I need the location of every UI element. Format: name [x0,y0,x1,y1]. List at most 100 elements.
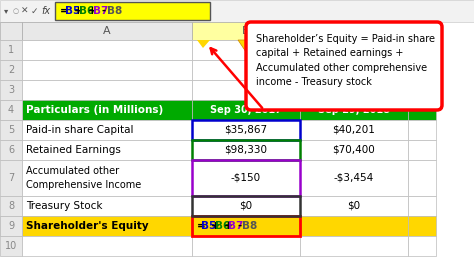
Text: =: = [197,221,206,231]
Text: $98,330: $98,330 [225,145,267,155]
Text: $0: $0 [347,201,361,211]
Bar [192,140,300,160]
Bar [192,196,300,216]
Text: ○: ○ [13,8,19,14]
Bar [408,60,436,80]
Bar [192,216,300,236]
Bar [408,80,436,100]
Bar [192,160,300,196]
Bar [192,80,300,100]
Bar [55,2,210,20]
Bar [22,120,192,140]
Bar [408,236,436,256]
Text: Shareholder's Equity: Shareholder's Equity [26,221,149,231]
Bar [0,236,22,256]
Text: B: B [242,26,250,36]
Text: Particulars (in Millions): Particulars (in Millions) [26,105,163,115]
Text: fx: fx [41,6,51,16]
Text: 10: 10 [5,241,17,251]
Bar [192,196,300,216]
Bar [0,120,22,140]
Bar [408,196,436,216]
Text: B6: B6 [79,6,94,16]
Text: =: = [60,6,69,16]
Bar [300,140,408,160]
Text: 2: 2 [8,65,14,75]
Text: 4: 4 [8,105,14,115]
Text: -$150: -$150 [231,173,261,183]
Text: -: - [102,6,106,16]
Text: 7: 7 [8,173,14,183]
Bar [0,100,22,120]
Bar [0,22,22,40]
Text: 3: 3 [8,85,14,95]
Bar [22,196,192,216]
Bar [300,80,408,100]
Text: +: + [224,221,233,231]
Text: 9: 9 [8,221,14,231]
Bar [192,216,300,236]
Text: Sep 29, 2018: Sep 29, 2018 [318,105,390,115]
Text: Treasury Stock: Treasury Stock [26,201,102,211]
Bar [0,160,22,196]
Bar [22,160,192,196]
Bar [300,160,408,196]
Bar [192,140,300,160]
Bar [408,100,436,120]
Text: C: C [350,26,358,36]
Bar [192,60,300,80]
Bar [300,60,408,80]
Bar [408,216,436,236]
Bar [0,80,22,100]
Text: B8: B8 [107,6,122,16]
Bar [192,160,300,196]
Bar [0,100,22,120]
Bar [408,40,436,60]
Bar [22,40,192,60]
Text: Retained Earnings: Retained Earnings [26,145,121,155]
Text: B5: B5 [201,221,217,231]
FancyBboxPatch shape [246,22,442,110]
Bar [22,100,192,120]
Bar [192,22,300,40]
Text: $40,201: $40,201 [333,125,375,135]
Bar [192,100,300,120]
Bar [300,22,408,40]
Text: ✓: ✓ [30,7,38,15]
Bar [300,236,408,256]
Bar [22,140,192,160]
Text: Accumulated other
Comprehensive Income: Accumulated other Comprehensive Income [26,166,141,190]
Text: $0: $0 [239,201,253,211]
Text: B6: B6 [215,221,230,231]
Text: 6: 6 [8,145,14,155]
Bar [0,140,22,160]
Polygon shape [238,40,254,52]
Text: B7: B7 [92,6,108,16]
Bar [0,196,22,216]
Text: 1: 1 [8,45,14,55]
Text: -$3,454: -$3,454 [334,173,374,183]
Text: D: D [418,26,426,36]
Bar [0,0,474,22]
Bar [22,60,192,80]
Bar [408,160,436,196]
Text: ▾: ▾ [4,7,8,15]
Text: $70,400: $70,400 [333,145,375,155]
Text: Paid-in share Capital: Paid-in share Capital [26,125,134,135]
Bar [192,236,300,256]
Text: B5: B5 [64,6,80,16]
Text: 9: 9 [8,221,14,231]
Text: 5: 5 [8,125,14,135]
Bar [0,60,22,80]
Text: +: + [88,6,97,16]
Bar [192,120,300,140]
Text: 4: 4 [8,105,14,115]
Bar [408,140,436,160]
Bar [0,40,22,60]
Bar [300,216,408,236]
Text: Sep 30, 2017: Sep 30, 2017 [210,105,282,115]
Bar [408,120,436,140]
Text: 8: 8 [8,201,14,211]
Text: +: + [210,221,219,231]
Bar [0,216,22,236]
